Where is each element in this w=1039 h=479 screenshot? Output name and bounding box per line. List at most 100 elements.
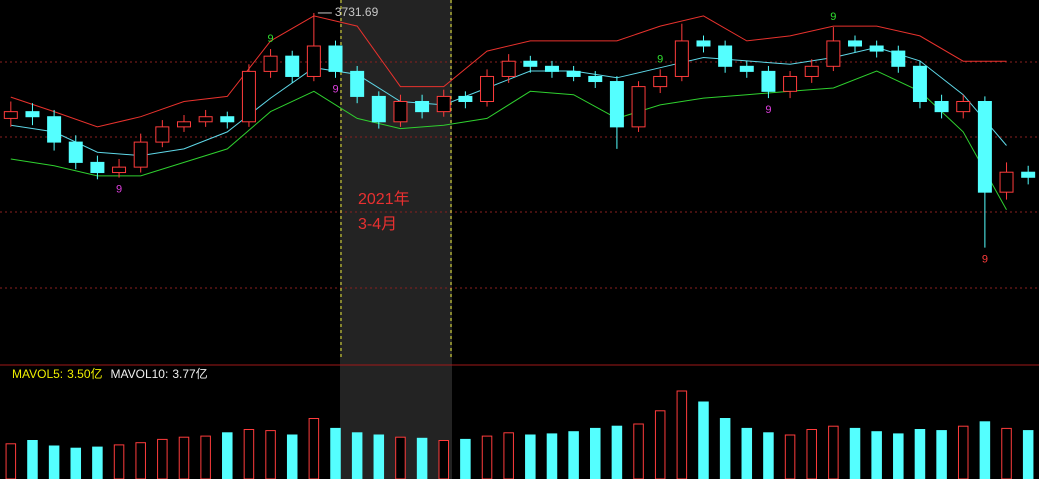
candle-body (783, 75, 798, 92)
candle-body (480, 75, 495, 102)
volume-bar (914, 429, 926, 479)
candle-body (912, 65, 927, 102)
volume-bar (395, 436, 406, 479)
candle-body (220, 116, 235, 123)
volume-bar (27, 440, 38, 479)
candle-body (458, 95, 473, 102)
volume-bar (178, 436, 190, 479)
volume-bar (568, 431, 579, 479)
candle-body (609, 81, 624, 128)
volume-bar (589, 427, 601, 479)
candle-body (891, 50, 906, 67)
candle-body (956, 100, 971, 113)
volume-bar (222, 432, 233, 479)
volume-bar (5, 443, 17, 479)
candle-body (350, 70, 365, 97)
candle-body (112, 166, 127, 174)
volume-bar (286, 434, 298, 479)
indicator-value: 3.77亿 (172, 366, 207, 381)
td-count: 9 (332, 84, 338, 96)
candle-body (198, 116, 213, 123)
indicator-name: MAVOL5: (12, 367, 63, 381)
band-line (10, 15, 1007, 128)
volume-bar (525, 434, 536, 479)
candle-body (653, 75, 668, 88)
candle-body (826, 40, 841, 67)
volume-bar (416, 437, 428, 479)
volume-bar (871, 431, 882, 479)
candle-body (1021, 171, 1036, 178)
td-count: 9 (116, 184, 122, 196)
volume-bar (698, 401, 709, 479)
candle-body (25, 111, 40, 118)
candle-body (848, 40, 863, 47)
candle-body (393, 100, 408, 123)
volume-bar (654, 410, 666, 479)
volume-bar (438, 440, 450, 479)
volume-bar (70, 447, 82, 479)
volume-bar (719, 418, 731, 479)
candle-body (934, 100, 949, 113)
indicator-value: 3.50亿 (67, 366, 102, 381)
td-count: 9 (830, 11, 836, 23)
candle-body (544, 65, 559, 72)
indicator-name: MAVOL10: (111, 367, 169, 381)
volume-bar (611, 425, 623, 479)
candle-body (241, 70, 256, 123)
candle-body (263, 55, 278, 72)
band-line (10, 70, 1007, 211)
volume-bar (200, 435, 211, 479)
candle-body (436, 95, 451, 113)
volume-bar (849, 427, 861, 479)
candle-body (133, 141, 148, 168)
volume-bar (503, 432, 514, 479)
volume-bar (330, 427, 341, 479)
volume-bar (308, 418, 320, 479)
volume-bar (481, 435, 493, 479)
candle-body (631, 86, 646, 128)
volume-bar (763, 432, 774, 479)
volume-bar (957, 425, 969, 479)
td-count: 9 (657, 53, 663, 65)
candle-body (306, 45, 321, 77)
volume-bar (243, 429, 255, 479)
indicator-legend: MAVOL5: 3.50亿 MAVOL10: 3.77亿 (12, 366, 208, 381)
candle-body (285, 55, 300, 77)
candle-body (371, 95, 386, 123)
volume-bar (135, 442, 146, 479)
candle-body (869, 45, 884, 52)
candle-body (90, 161, 105, 174)
candle-body (523, 60, 538, 67)
candle-body (804, 65, 819, 77)
candle-body (739, 65, 754, 72)
candle-body (415, 100, 430, 113)
volume-bar (741, 427, 753, 479)
region-label: 2021年 (358, 190, 410, 208)
volume-bar (265, 430, 276, 479)
candle-body (155, 126, 170, 143)
volume-bar (633, 423, 644, 479)
volume-bar (1022, 430, 1034, 479)
volume-bar (1001, 427, 1012, 479)
candle-body (68, 141, 83, 163)
td-count: 9 (765, 104, 771, 116)
plot-area: 3731.69 9 9 9 9 9 9 9 MAVOL5: 3.50亿 MAVOL10: 3.77亿 (3, 5, 1036, 479)
region-label: 3-4月 (358, 216, 397, 233)
candle-body (696, 40, 711, 47)
volume-bar (113, 444, 125, 479)
candle-body (718, 45, 733, 67)
volume-bar (92, 446, 103, 479)
candle-body (176, 121, 191, 128)
candle-body (674, 40, 689, 77)
volume-bar (979, 421, 991, 479)
volume-bar (351, 432, 363, 479)
candle-body (761, 70, 776, 92)
volume-bar (828, 425, 839, 479)
candle-body (566, 70, 581, 77)
candle-body (3, 111, 18, 119)
volume-bar (460, 438, 471, 479)
candle-body (328, 45, 343, 72)
td-count: 9 (982, 254, 988, 266)
candle-body (999, 171, 1014, 193)
